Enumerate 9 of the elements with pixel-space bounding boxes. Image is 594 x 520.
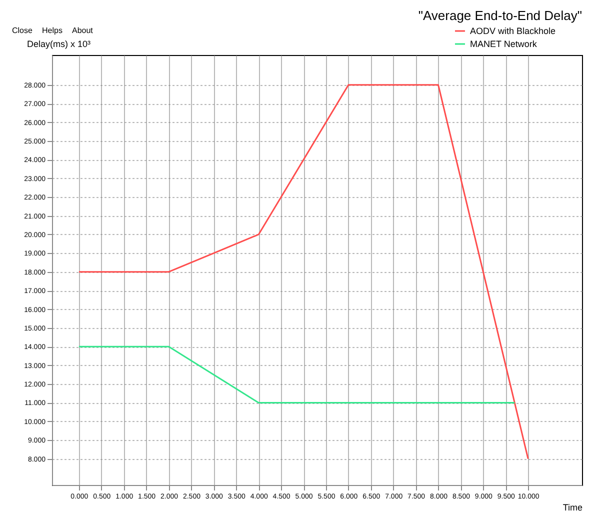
chart-title: "Average End-to-End Delay" <box>418 8 582 23</box>
line-series <box>78 84 529 460</box>
x-axis-title: Time <box>562 502 582 512</box>
text: About <box>72 26 94 35</box>
legend-label: AODV with Blackhole <box>470 26 556 36</box>
text: Close <box>12 26 34 35</box>
text: Helps <box>42 26 62 35</box>
y-axis-title: Delay(ms) x 10³ <box>27 39 91 49</box>
legend-label: MANET Network <box>470 39 538 49</box>
